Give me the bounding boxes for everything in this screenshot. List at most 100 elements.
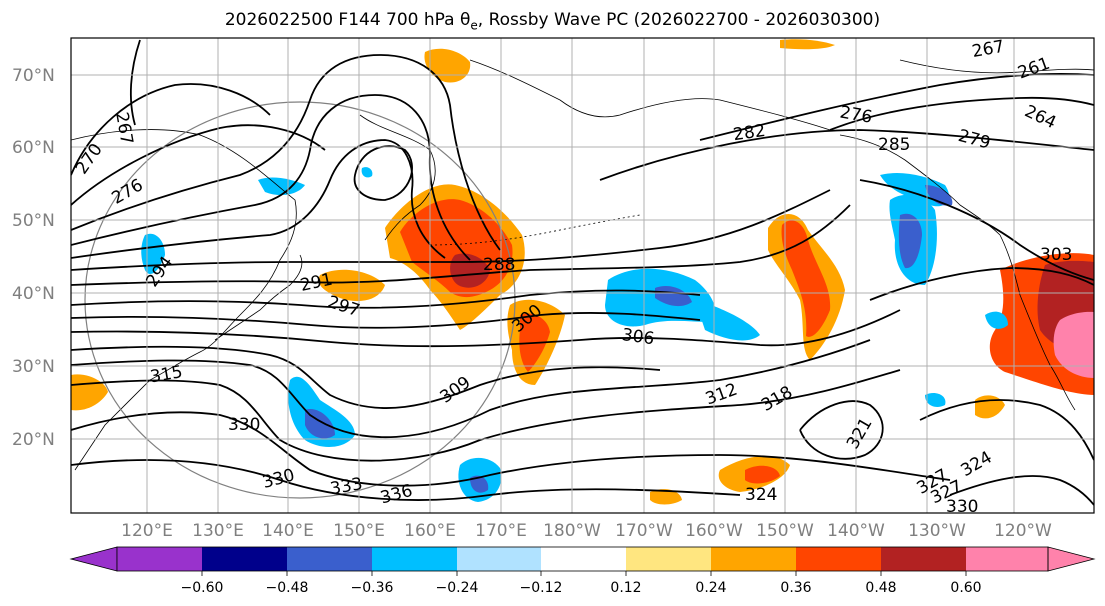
negative-anomaly-blob-2 <box>258 177 305 196</box>
colorbar-segment <box>966 547 1048 571</box>
colorbar-segment <box>117 547 202 571</box>
title-suffix: , Rossby Wave PC (2026022700 - 202603030… <box>477 10 881 30</box>
coastline-arctic <box>469 59 831 131</box>
coastline-canada <box>899 59 1094 74</box>
lon-label: 160°E <box>404 521 456 541</box>
negative-anomaly-blob-5 <box>361 167 373 178</box>
colorbar-tick-label: −0.12 <box>520 580 563 596</box>
colorbar-tick-label: −0.36 <box>351 580 394 596</box>
contour-321 <box>799 400 884 460</box>
contour-306 <box>71 309 901 348</box>
contour-a <box>71 54 501 251</box>
contour-336 <box>71 459 741 501</box>
contour-east-4 <box>859 179 1094 281</box>
lon-label: 150°E <box>333 521 385 541</box>
lat-label: 50°N <box>12 211 55 231</box>
coastline-alaska <box>839 134 1001 236</box>
region-outline-circle <box>84 101 516 499</box>
lon-label: 130°E <box>192 521 244 541</box>
lat-label: 70°N <box>12 66 55 86</box>
lon-label: 170°W <box>615 521 673 541</box>
contour-label: 330 <box>228 415 260 435</box>
coastlines <box>71 59 1094 471</box>
lon-label: 180°W <box>543 521 601 541</box>
colorbar-segment <box>457 547 541 571</box>
colorbar-tick-marks <box>201 571 967 576</box>
lon-label: 140°W <box>827 521 885 541</box>
contour-297 <box>71 289 701 309</box>
contour-east-1 <box>829 96 1094 131</box>
contour-label: 306 <box>621 325 656 349</box>
positive-anomaly-blob-5 <box>745 465 780 484</box>
lon-label: 120°W <box>994 521 1052 541</box>
contour-267 <box>129 39 141 126</box>
colorbar-frame <box>116 546 1049 572</box>
negative-anomaly-panhandle-mid <box>925 185 953 206</box>
contour-288 <box>71 189 831 271</box>
colorbar-tick-label: 0.36 <box>780 580 811 596</box>
contour-270 <box>71 83 271 176</box>
contour-291 <box>71 204 851 286</box>
contour-label: 282 <box>732 121 767 145</box>
contour-label: 285 <box>878 135 910 155</box>
colorbar-segment <box>541 547 626 571</box>
colorbar-segment <box>881 547 966 571</box>
contour-label: 288 <box>483 255 515 275</box>
lat-label: 30°N <box>12 357 55 377</box>
colorbar-tick-label: −0.24 <box>436 580 479 596</box>
contour-label-group: 267 270 276 291 294 297 288 285 282 276 … <box>72 38 1073 517</box>
coastline-kamchatka <box>359 114 436 241</box>
lat-label: 60°N <box>12 138 55 158</box>
negative-anomaly-north-pacific-mid <box>655 285 692 307</box>
longitude-labels: 120°E 130°E 140°E 150°E 160°E 170°E 180°… <box>121 521 1052 541</box>
colorbar-segment <box>372 547 457 571</box>
graticule <box>71 38 1094 513</box>
contour-east-3 <box>599 129 1094 181</box>
lon-label: 120°E <box>121 521 173 541</box>
lon-label: 170°E <box>475 521 527 541</box>
negative-anomaly-blob-4 <box>925 393 946 407</box>
lon-label: 160°W <box>685 521 743 541</box>
map-background <box>71 38 1094 513</box>
contour-318 <box>71 369 901 462</box>
colorbar-tick-label: 0.60 <box>950 580 981 596</box>
map-frame <box>70 37 1095 514</box>
lat-label: 40°N <box>12 284 55 304</box>
contour-312 <box>71 339 871 439</box>
colorbar-segment <box>711 547 796 571</box>
positive-anomaly-blob-7 <box>780 39 835 50</box>
coastline-japan <box>214 254 303 341</box>
lon-label: 150°W <box>756 521 814 541</box>
colorbar-max-arrow <box>1047 546 1096 572</box>
contour-c <box>71 139 446 259</box>
colorbar-segment <box>287 547 372 571</box>
negative-anomaly-blob-3 <box>985 311 1008 329</box>
lon-label: 130°W <box>908 521 966 541</box>
lat-label: 20°N <box>12 430 55 450</box>
lon-label: 140°E <box>262 521 314 541</box>
negative-anomaly-170e-mid <box>470 475 489 493</box>
contour-label: 330 <box>946 497 978 517</box>
negative-anomaly-gulf-alaska-mid <box>898 213 922 269</box>
positive-anomaly-blob-1 <box>424 48 471 83</box>
colorbar-min-arrow <box>69 546 118 572</box>
colorbar-segment <box>626 547 711 571</box>
contour-label: 324 <box>745 485 777 505</box>
positive-anomaly-east-max <box>1053 311 1094 378</box>
contour-low-sea <box>353 145 413 201</box>
colorbar-segment <box>796 547 881 571</box>
colorbar-tick-label: 0.24 <box>695 580 726 596</box>
positive-anomaly-blob-8 <box>650 489 682 505</box>
map-title: 2026022500 F144 700 hPa θe, Rossby Wave … <box>0 10 1105 32</box>
contour-east-7 <box>949 475 1094 506</box>
contour-east-5 <box>869 267 1094 301</box>
positive-anomaly-150w-mid <box>781 220 831 337</box>
colorbar-tick-label: 0.48 <box>865 580 896 596</box>
colorbar-tick-label: −0.48 <box>266 580 309 596</box>
coastline-asia <box>71 129 297 471</box>
contour-309 <box>71 345 661 409</box>
colorbar: −0.60 −0.48 −0.36 −0.24 −0.12 0.12 0.24 … <box>69 546 1096 596</box>
contour-label: 303 <box>1040 245 1072 265</box>
anomaly-shading <box>71 39 1094 505</box>
